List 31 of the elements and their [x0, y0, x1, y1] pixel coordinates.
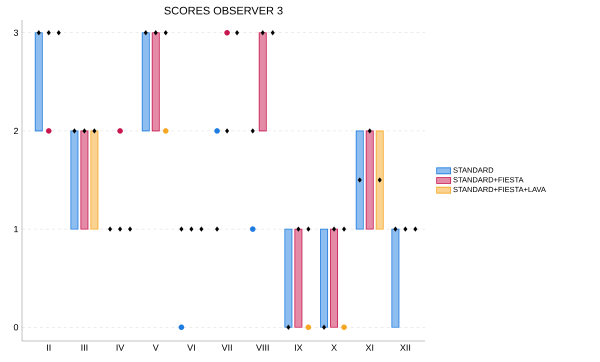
bar: [294, 228, 302, 328]
bar: [90, 130, 98, 230]
bar: [376, 130, 384, 230]
x-tick-label: III: [82, 344, 88, 351]
bar: [356, 130, 364, 230]
x-tick-label: VII: [222, 344, 232, 351]
x-tick-label: V: [152, 344, 159, 351]
bar: [366, 130, 374, 230]
bar: [142, 32, 150, 132]
y-tick-label: 2: [14, 128, 18, 134]
bar: [80, 130, 88, 230]
bar: [152, 32, 160, 132]
bar: [284, 228, 292, 328]
y-tick-label: 1: [14, 226, 18, 232]
bar: [330, 228, 338, 328]
x-tick-label: IV: [116, 344, 124, 351]
bar: [258, 32, 267, 132]
x-tick-label: XII: [400, 344, 410, 351]
bar: [391, 228, 400, 328]
x-tick-label: XI: [366, 344, 374, 351]
x-tick-label: IX: [294, 344, 302, 351]
bar: [320, 228, 328, 328]
y-tick-label: 0: [14, 324, 18, 330]
x-tick-label: X: [331, 344, 337, 351]
x-tick-label: II: [47, 344, 50, 351]
chart-title: SCORES OBSERVER 3: [164, 6, 283, 14]
x-tick-label: VI: [187, 344, 195, 351]
bar: [70, 130, 78, 230]
x-tick-label: VIII: [256, 344, 269, 351]
bar: [34, 32, 43, 132]
y-tick-label: 3: [14, 30, 18, 36]
